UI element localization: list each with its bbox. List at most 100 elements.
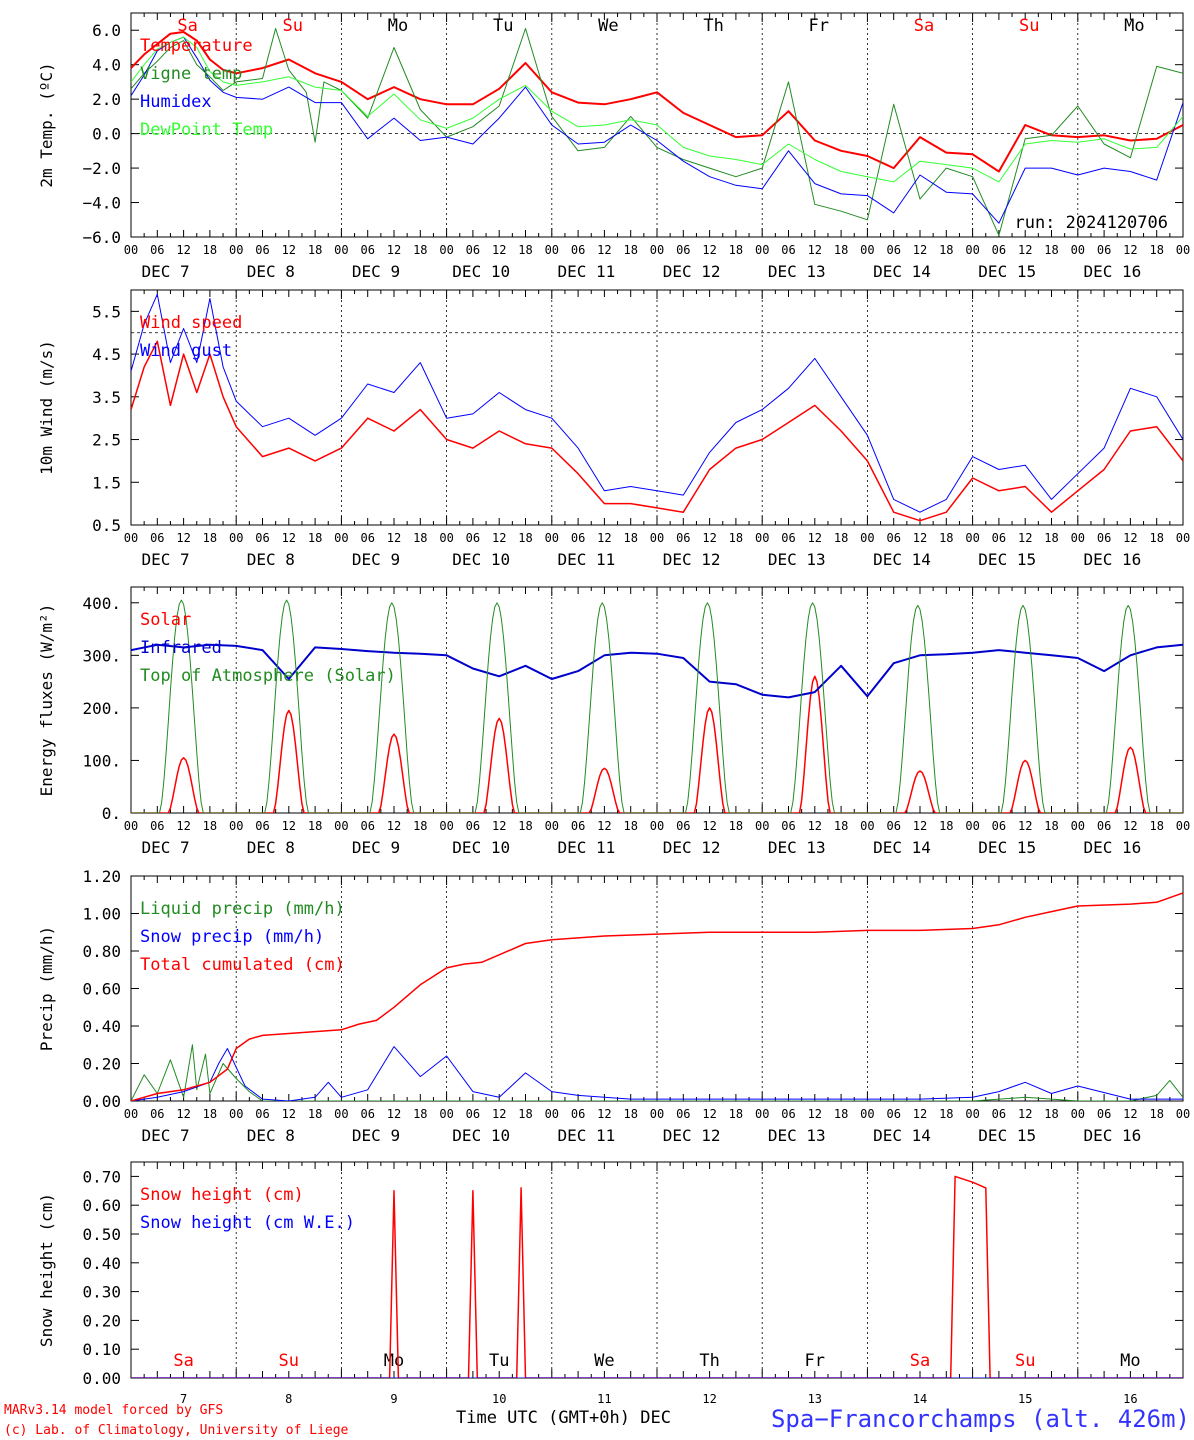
weekday-label: Tu xyxy=(493,16,513,36)
weekday-label: Su xyxy=(1015,1351,1035,1371)
y-tick-label: 0.20 xyxy=(82,1311,121,1330)
x-tick-label: 00 xyxy=(1071,243,1085,257)
y-tick-label: 2.0 xyxy=(92,90,121,109)
day-label: DEC 16 xyxy=(1084,838,1142,857)
panel-snow: 0.70 0.60 0.50 0.40 0.30 0.20 0.10 0.00 Snow hei… xyxy=(37,1161,1184,1406)
y-tick-label: −2.0 xyxy=(82,159,121,178)
x-tick-label: 06 xyxy=(676,531,690,545)
series-line-humidex xyxy=(131,36,1183,224)
x-tick-label: 12 xyxy=(913,243,927,257)
x-tick-label: 12 xyxy=(1123,531,1137,545)
x-tick-label: 00 xyxy=(965,531,979,545)
x-tick-label: 18 xyxy=(834,819,848,833)
x-tick-label: 12 xyxy=(176,819,190,833)
y-tick-label: 0.80 xyxy=(82,942,121,961)
x-tick-label: 18 xyxy=(623,243,637,257)
y-tick-label: 100. xyxy=(82,751,121,770)
x-tick-label: 18 xyxy=(518,243,532,257)
day-number-label: 12 xyxy=(702,1392,716,1406)
y-tick-label: 0.40 xyxy=(82,1254,121,1273)
x-tick-label: 00 xyxy=(124,1107,138,1121)
series-line-snow-precip-mm-h- xyxy=(131,1046,1183,1101)
x-tick-label: 00 xyxy=(650,819,664,833)
x-tick-label: 00 xyxy=(439,243,453,257)
legend-entry: Total cumulated (cm) xyxy=(140,955,345,975)
series-line-dewpoint-temp xyxy=(131,36,1183,183)
x-tick-label: 06 xyxy=(360,243,374,257)
x-tick-label: 00 xyxy=(229,1107,243,1121)
x-tick-label: 18 xyxy=(729,243,743,257)
x-tick-label: 00 xyxy=(334,819,348,833)
x-tick-label: 06 xyxy=(150,243,164,257)
x-tick-label: 00 xyxy=(1071,531,1085,545)
x-tick-label: 12 xyxy=(1123,819,1137,833)
x-tick-label: 12 xyxy=(1018,1107,1032,1121)
day-label: DEC 14 xyxy=(873,262,931,281)
x-tick-label: 12 xyxy=(1123,1107,1137,1121)
legend-entry: Solar xyxy=(140,610,191,630)
x-tick-label: 12 xyxy=(492,531,506,545)
x-tick-label: 00 xyxy=(124,243,138,257)
series-line-vigne-temp xyxy=(131,28,1183,236)
y-tick-label: 0.40 xyxy=(82,1017,121,1036)
y-tick-label: 6.0 xyxy=(92,21,121,40)
y-tick-label: 0. xyxy=(102,804,121,823)
x-tick-label: 12 xyxy=(808,1107,822,1121)
x-tick-label: 18 xyxy=(1044,531,1058,545)
x-tick-label: 18 xyxy=(939,531,953,545)
x-tick-label: 00 xyxy=(650,243,664,257)
x-tick-label: 00 xyxy=(860,1107,874,1121)
x-tick-label: 06 xyxy=(886,819,900,833)
series-line-wind-gust xyxy=(131,293,1183,513)
x-tick-label: 00 xyxy=(439,1107,453,1121)
series-group xyxy=(131,28,1183,236)
weekday-label: Sa xyxy=(910,1351,930,1371)
x-tick-label: 06 xyxy=(1097,531,1111,545)
day-label: DEC 14 xyxy=(873,838,931,857)
x-tick-label: 06 xyxy=(571,1107,585,1121)
y-tick-label: 0.5 xyxy=(92,516,121,535)
x-tick-label: 18 xyxy=(308,243,322,257)
x-tick-label: 06 xyxy=(571,243,585,257)
x-tick-label: 00 xyxy=(965,819,979,833)
legend-entry: DewPoint Temp xyxy=(140,120,273,140)
x-tick-label: 06 xyxy=(992,1107,1006,1121)
series-line-liquid-precip-mm-h- xyxy=(131,1044,1183,1101)
y-tick-label: 1.20 xyxy=(82,867,121,886)
day-label: DEC 10 xyxy=(452,838,510,857)
x-tick-label: 18 xyxy=(729,819,743,833)
day-label: DEC 8 xyxy=(247,550,295,569)
y-axis-label: Snow height (cm) xyxy=(37,1193,56,1347)
y-tick-label: −4.0 xyxy=(82,194,121,213)
x-tick-label: 18 xyxy=(939,243,953,257)
x-tick-label: 00 xyxy=(755,243,769,257)
x-tick-label: 12 xyxy=(808,819,822,833)
x-axis-title: Time UTC (GMT+0h) DEC xyxy=(456,1408,671,1428)
legend-entry: Liquid precip (mm/h) xyxy=(140,899,345,919)
x-tick-label: 12 xyxy=(702,819,716,833)
day-label: DEC 16 xyxy=(1084,262,1142,281)
y-tick-label: 0.20 xyxy=(82,1055,121,1074)
y-tick-label: 1.5 xyxy=(92,473,121,492)
x-tick-label: 12 xyxy=(597,819,611,833)
legend-entry: Wind speed xyxy=(140,313,242,333)
day-label: DEC 13 xyxy=(768,838,826,857)
x-tick-label: 12 xyxy=(282,531,296,545)
weekday-label: Mo xyxy=(1124,16,1144,36)
series-group xyxy=(131,293,1183,522)
day-label: DEC 11 xyxy=(558,262,616,281)
series-group xyxy=(131,892,1183,1101)
x-tick-label: 06 xyxy=(992,531,1006,545)
x-tick-label: 06 xyxy=(676,819,690,833)
panel-energy: 400. 300. 200. 100. 0. Energy fluxes (W/m²) 00… xyxy=(37,586,1190,857)
x-tick-label: 12 xyxy=(176,243,190,257)
day-label: DEC 9 xyxy=(352,550,400,569)
weekday-label: We xyxy=(594,1351,614,1371)
day-number-label: 7 xyxy=(180,1392,187,1406)
day-label: DEC 7 xyxy=(142,550,190,569)
x-tick-label: 00 xyxy=(755,531,769,545)
x-tick-label: 06 xyxy=(781,1107,795,1121)
x-tick-label: 06 xyxy=(781,243,795,257)
x-tick-label: 00 xyxy=(860,819,874,833)
weekday-label: Sa xyxy=(177,16,197,36)
